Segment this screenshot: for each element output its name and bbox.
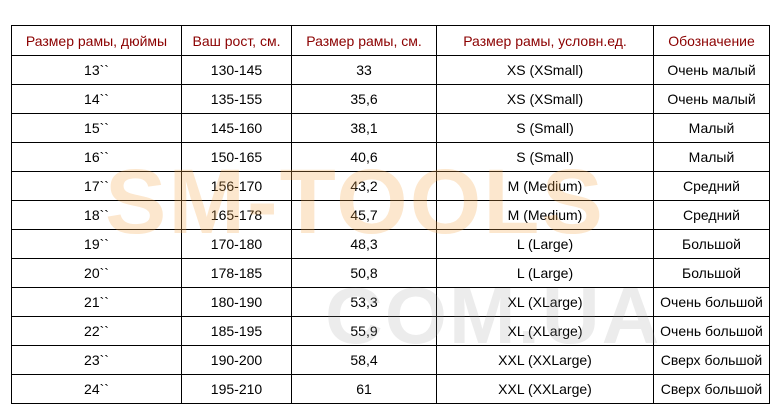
cell-designation: Очень большой — [653, 316, 770, 346]
cell-frame-cm: 48,3 — [291, 229, 437, 259]
cell-designation: Очень большой — [653, 287, 770, 317]
header-frame-cm: Размер рамы, см. — [291, 25, 437, 56]
cell-height-cm: 180-190 — [181, 287, 292, 317]
table-row: 16`` 150-165 40,6 S (Small) Малый — [11, 142, 770, 172]
cell-frame-inches: 19`` — [11, 229, 182, 259]
cell-frame-cm: 33 — [291, 55, 437, 85]
cell-frame-inches: 17`` — [11, 171, 182, 201]
cell-frame-units: S (Small) — [436, 113, 654, 143]
cell-height-cm: 190-200 — [181, 345, 292, 375]
cell-frame-cm: 53,3 — [291, 287, 437, 317]
table-row: 21`` 180-190 53,3 XL (XLarge) Очень большой — [11, 287, 770, 317]
cell-frame-units: L (Large) — [436, 229, 654, 259]
cell-frame-inches: 23`` — [11, 345, 182, 375]
cell-frame-cm: 40,6 — [291, 142, 437, 172]
table-row: 14`` 135-155 35,6 XS (XSmall) Очень малый — [11, 84, 770, 114]
cell-frame-cm: 38,1 — [291, 113, 437, 143]
cell-height-cm: 156-170 — [181, 171, 292, 201]
cell-frame-units: XL (XLarge) — [436, 316, 654, 346]
table-row: 18`` 165-178 45,7 M (Medium) Средний — [11, 200, 770, 230]
table-row: 20`` 178-185 50,8 L (Large) Большой — [11, 258, 770, 288]
cell-height-cm: 150-165 — [181, 142, 292, 172]
table-row: 17`` 156-170 43,2 M (Medium) Средний — [11, 171, 770, 201]
cell-designation: Малый — [653, 113, 770, 143]
cell-frame-units: M (Medium) — [436, 171, 654, 201]
header-designation: Обозначение — [653, 25, 770, 56]
cell-frame-inches: 21`` — [11, 287, 182, 317]
cell-frame-units: XS (XSmall) — [436, 84, 654, 114]
cell-designation: Очень малый — [653, 55, 770, 85]
cell-designation: Сверх большой — [653, 345, 770, 375]
cell-height-cm: 130-145 — [181, 55, 292, 85]
table-row: 13`` 130-145 33 XS (XSmall) Очень малый — [11, 55, 770, 85]
cell-height-cm: 145-160 — [181, 113, 292, 143]
cell-designation: Большой — [653, 258, 770, 288]
cell-designation: Средний — [653, 171, 770, 201]
cell-height-cm: 185-195 — [181, 316, 292, 346]
cell-frame-inches: 13`` — [11, 55, 182, 85]
cell-designation: Средний — [653, 200, 770, 230]
header-frame-units: Размер рамы, условн.ед. — [436, 25, 654, 56]
cell-frame-units: M (Medium) — [436, 200, 654, 230]
cell-frame-units: XL (XLarge) — [436, 287, 654, 317]
cell-height-cm: 135-155 — [181, 84, 292, 114]
cell-frame-inches: 18`` — [11, 200, 182, 230]
cell-height-cm: 178-185 — [181, 258, 292, 288]
cell-frame-inches: 14`` — [11, 84, 182, 114]
cell-designation: Сверх большой — [653, 374, 770, 404]
table-row: 22`` 185-195 55,9 XL (XLarge) Очень большой — [11, 316, 770, 346]
cell-frame-inches: 20`` — [11, 258, 182, 288]
cell-designation: Большой — [653, 229, 770, 259]
cell-height-cm: 170-180 — [181, 229, 292, 259]
header-height-cm: Ваш рост, см. — [181, 25, 292, 56]
cell-frame-cm: 58,4 — [291, 345, 437, 375]
cell-frame-cm: 43,2 — [291, 171, 437, 201]
cell-frame-units: XXL (XXLarge) — [436, 345, 654, 375]
cell-frame-inches: 15`` — [11, 113, 182, 143]
cell-designation: Очень малый — [653, 84, 770, 114]
cell-designation: Малый — [653, 142, 770, 172]
header-frame-inches: Размер рамы, дюймы — [11, 25, 182, 56]
frame-size-table: Размер рамы, дюймы Ваш рост, см. Размер ра… — [11, 25, 770, 404]
cell-frame-units: XXL (XXLarge) — [436, 374, 654, 404]
cell-frame-cm: 45,7 — [291, 200, 437, 230]
cell-frame-cm: 35,6 — [291, 84, 437, 114]
cell-frame-units: XS (XSmall) — [436, 55, 654, 85]
cell-frame-cm: 61 — [291, 374, 437, 404]
cell-frame-units: S (Small) — [436, 142, 654, 172]
cell-frame-units: L (Large) — [436, 258, 654, 288]
cell-height-cm: 195-210 — [181, 374, 292, 404]
cell-frame-inches: 22`` — [11, 316, 182, 346]
table-row: 23`` 190-200 58,4 XXL (XXLarge) Сверх большо… — [11, 345, 770, 375]
cell-frame-cm: 55,9 — [291, 316, 437, 346]
table-row: 24`` 195-210 61 XXL (XXLarge) Сверх большой — [11, 374, 770, 404]
table-row: 19`` 170-180 48,3 L (Large) Большой — [11, 229, 770, 259]
header-row: Размер рамы, дюймы Ваш рост, см. Размер ра… — [11, 25, 770, 56]
table-row: 15`` 145-160 38,1 S (Small) Малый — [11, 113, 770, 143]
cell-frame-inches: 24`` — [11, 374, 182, 404]
cell-frame-inches: 16`` — [11, 142, 182, 172]
cell-height-cm: 165-178 — [181, 200, 292, 230]
cell-frame-cm: 50,8 — [291, 258, 437, 288]
